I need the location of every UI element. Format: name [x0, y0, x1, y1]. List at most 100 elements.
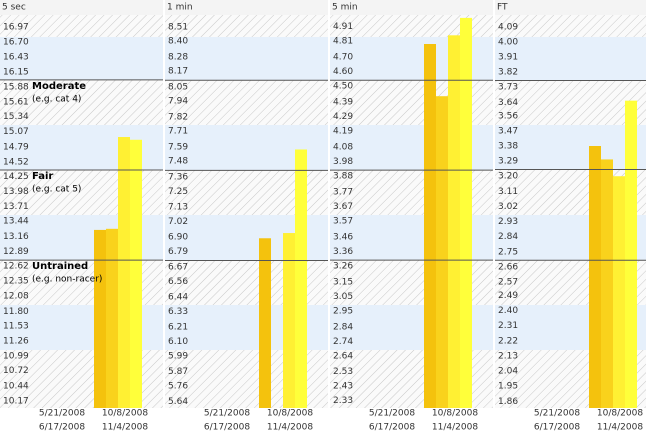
y-tick-label: 4.19	[333, 127, 353, 137]
y-tick-label: 2.31	[498, 321, 518, 331]
y-tick-label: 6.21	[168, 323, 188, 333]
level-note: (e.g. cat 4)	[32, 94, 81, 104]
x-tick-label: 11/4/2008	[597, 423, 643, 433]
x-tick-label: 6/17/2008	[39, 423, 85, 433]
y-tick-label: 2.84	[333, 322, 353, 332]
x-tick-label: 6/17/2008	[534, 423, 580, 433]
y-tick-label: 2.64	[333, 351, 353, 361]
y-tick-label: 3.67	[333, 202, 353, 212]
level-name: Untrained	[32, 261, 88, 272]
y-tick-label: 3.15	[333, 277, 353, 287]
y-tick-label: 4.70	[333, 53, 353, 63]
y-tick-label: 2.93	[498, 217, 518, 227]
y-tick-label: 3.26	[333, 261, 353, 271]
y-tick-label: 2.22	[498, 336, 518, 346]
y-tick-label: 3.98	[333, 157, 353, 167]
y-tick-label: 3.46	[333, 232, 353, 242]
y-tick-label: 8.17	[168, 67, 188, 77]
y-tick-label: 2.84	[498, 232, 518, 242]
x-tick-label: 6/17/2008	[204, 423, 250, 433]
level-name: Moderate	[32, 81, 86, 92]
bar	[436, 96, 448, 409]
y-tick-label: 11.80	[3, 307, 29, 317]
x-tick-label: 10/8/2008	[267, 409, 313, 419]
y-tick-label: 10.99	[3, 351, 29, 361]
y-tick-label: 7.82	[168, 112, 188, 122]
y-tick-label: 14.25	[3, 172, 29, 182]
y-tick-label: 15.07	[3, 127, 29, 137]
y-tick-label: 8.28	[168, 52, 188, 62]
y-tick-label: 8.40	[168, 37, 188, 47]
y-tick-label: 4.09	[498, 22, 518, 32]
y-tick-label: 2.95	[333, 306, 353, 316]
y-tick-label: 14.52	[3, 157, 29, 167]
y-tick-label: 5.99	[168, 351, 188, 361]
y-tick-label: 3.91	[498, 52, 518, 62]
y-tick-label: 4.39	[333, 98, 353, 108]
bar	[94, 229, 106, 408]
bar	[613, 176, 625, 408]
y-tick-label: 15.61	[3, 97, 29, 107]
bar	[460, 17, 472, 409]
y-tick-label: 7.02	[168, 217, 188, 227]
y-tick-label: 12.08	[3, 291, 29, 301]
panel-title: 5 min	[332, 3, 358, 13]
y-tick-label: 3.82	[498, 68, 518, 78]
x-tick-label: 10/8/2008	[432, 409, 478, 419]
y-tick-label: 7.48	[168, 157, 188, 167]
x-tick-label: 6/17/2008	[369, 423, 415, 433]
panel-title: 1 min	[167, 3, 193, 13]
y-tick-label: 2.49	[498, 291, 518, 301]
y-tick-label: 16.97	[3, 23, 29, 33]
y-tick-label: 10.17	[3, 396, 29, 406]
y-tick-label: 15.88	[3, 83, 29, 93]
y-tick-label: 2.57	[498, 278, 518, 288]
y-tick-label: 6.67	[168, 262, 188, 272]
y-tick-label: 7.71	[168, 127, 188, 137]
y-tick-label: 5.87	[168, 367, 188, 377]
bar	[283, 233, 295, 408]
y-tick-label: 3.20	[498, 172, 518, 182]
y-tick-label: 7.25	[168, 187, 188, 197]
y-tick-label: 3.88	[333, 171, 353, 181]
y-tick-label: 5.76	[168, 381, 188, 391]
y-tick-label: 6.44	[168, 293, 188, 303]
y-tick-label: 13.98	[3, 187, 29, 197]
y-tick-label: 2.66	[498, 262, 518, 272]
x-tick-label: 5/21/2008	[369, 409, 415, 419]
y-tick-label: 2.40	[498, 306, 518, 316]
y-tick-label: 10.72	[3, 366, 29, 376]
y-tick-label: 13.71	[3, 202, 29, 212]
x-tick-label: 5/21/2008	[39, 409, 85, 419]
level-note: (e.g. cat 5)	[32, 185, 81, 195]
y-tick-label: 3.47	[498, 126, 518, 136]
bar	[130, 139, 142, 408]
y-tick-label: 3.64	[498, 98, 518, 108]
y-tick-label: 6.79	[168, 247, 188, 257]
y-tick-label: 2.74	[333, 337, 353, 347]
y-tick-label: 3.57	[333, 216, 353, 226]
y-tick-label: 13.16	[3, 232, 29, 242]
bar	[118, 137, 130, 408]
y-tick-label: 7.36	[168, 172, 188, 182]
y-tick-label: 16.43	[3, 52, 29, 62]
y-tick-label: 6.90	[168, 232, 188, 242]
y-tick-label: 2.53	[333, 367, 353, 377]
y-tick-label: 1.86	[498, 397, 518, 407]
y-tick-label: 7.59	[168, 142, 188, 152]
y-tick-label: 4.08	[333, 142, 353, 152]
y-tick-label: 4.81	[333, 37, 353, 47]
y-tick-label: 12.35	[3, 277, 29, 287]
x-tick-label: 11/4/2008	[102, 423, 148, 433]
y-tick-label: 10.44	[3, 382, 29, 392]
bar	[625, 100, 637, 409]
y-tick-label: 11.53	[3, 322, 29, 332]
y-tick-label: 3.02	[498, 202, 518, 212]
level-name: Fair	[32, 171, 53, 182]
y-tick-label: 2.13	[498, 351, 518, 361]
y-tick-label: 14.79	[3, 142, 29, 152]
y-tick-label: 2.04	[498, 367, 518, 377]
bar	[106, 228, 118, 408]
x-tick-label: 11/4/2008	[267, 423, 313, 433]
